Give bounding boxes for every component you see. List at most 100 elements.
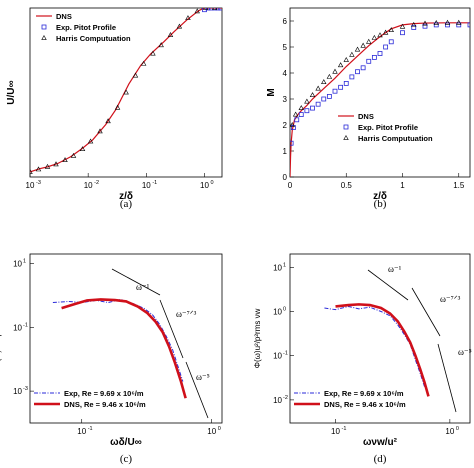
x-tick-label: 10: [142, 181, 151, 190]
data-point-triangle: [140, 60, 147, 66]
plot-area: [30, 8, 222, 174]
data-point-square: [315, 101, 321, 107]
data-point-triangle: [105, 118, 111, 124]
slope-annotation: ω⁻⁵: [196, 372, 210, 382]
data-point-triangle: [97, 128, 103, 134]
data-point-triangle: [354, 46, 361, 52]
plot-frame: [29, 7, 223, 178]
data-point-triangle: [70, 152, 77, 158]
legend-label: Exp. Pitot Profile: [358, 123, 418, 132]
data-point-triangle: [321, 79, 327, 84]
legend: Exp, Re = 9.69 x 10⁶/m DNS, Re = 9.46 x 1…: [34, 389, 146, 409]
legend: DNS Exp. Pitot Profile Harris Computuation: [36, 12, 131, 43]
x-axis-label: z/δ: [119, 191, 133, 202]
data-point-square: [366, 58, 372, 64]
data-point-triangle: [360, 42, 366, 48]
legend-swatch-triangle: [343, 134, 349, 140]
data-point-square: [383, 44, 389, 50]
y-tick-exponent: 1: [23, 259, 26, 265]
x-tick-label: 10: [84, 181, 93, 190]
slope-reference-line: [111, 268, 161, 296]
data-point-triangle: [123, 89, 129, 95]
data-point-square: [298, 112, 304, 117]
x-tick-exponent: -1: [88, 426, 93, 432]
data-point-triangle: [309, 92, 316, 97]
data-point-square: [290, 140, 294, 146]
y-tick-label: 2: [283, 121, 288, 130]
data-point-square: [294, 117, 300, 123]
x-tick-exponent: -2: [94, 180, 99, 186]
slope-annotation: ω⁻⁷ᐟ³: [176, 309, 197, 319]
chart-panel-3: 10 -1 10 010 -210 -110 010 1ωνw/u²Φ(ω)u²/p²rms …: [253, 253, 472, 465]
legend-label: DNS, Re = 9.46 x 10⁶/m: [64, 400, 146, 409]
x-tick-label: 0: [288, 181, 293, 190]
data-point-square: [218, 8, 222, 11]
y-tick-exponent: 0: [283, 306, 286, 312]
data-point-triangle: [444, 19, 451, 25]
legend-label: Exp, Re = 9.69 x 10⁶/m: [324, 389, 404, 398]
x-tick-label: 10: [331, 427, 340, 436]
data-point-triangle: [87, 138, 94, 144]
data-point-square: [215, 8, 221, 11]
x-tick-exponent: 0: [210, 180, 213, 186]
y-tick-label: 1: [283, 147, 288, 156]
y-tick-exponent: -1: [23, 322, 28, 328]
data-point-triangle: [337, 62, 344, 68]
data-point-triangle: [388, 27, 394, 32]
data-point-square: [360, 65, 366, 71]
data-point-triangle: [456, 19, 462, 25]
data-point-triangle: [411, 21, 417, 27]
panel-label: (b): [374, 198, 387, 210]
legend-label: Harris Computuation: [358, 134, 433, 143]
legend-label: Exp. Pitot Profile: [56, 23, 116, 32]
y-tick-label: 10: [13, 323, 22, 332]
data-point-triangle: [194, 8, 200, 14]
data-point-square: [208, 8, 214, 11]
y-tick-label: 4: [283, 69, 288, 78]
x-tick-label: 10: [200, 181, 209, 190]
x-tick-exponent: -1: [152, 180, 157, 186]
x-tick-label: 10: [207, 427, 216, 436]
data-point-square: [355, 69, 360, 75]
y-tick-label: 10: [273, 263, 282, 272]
data-point-triangle: [114, 104, 121, 110]
data-point-square: [326, 94, 332, 99]
data-point-square: [371, 55, 377, 60]
slope-annotation: ω⁻⁵: [458, 347, 472, 357]
y-tick-label: 10: [273, 352, 282, 361]
data-point-triangle: [433, 20, 439, 25]
data-point-triangle: [382, 29, 389, 35]
panel-label: (a): [120, 198, 133, 210]
data-point-triangle: [366, 38, 372, 44]
data-point-triangle: [44, 163, 51, 169]
x-tick-exponent: 0: [218, 426, 221, 432]
y-tick-label: 10: [13, 260, 22, 269]
x-tick-exponent: 0: [456, 426, 459, 432]
slope-reference-line: [411, 287, 441, 337]
data-point-square: [400, 30, 405, 36]
data-point-triangle: [298, 105, 304, 110]
data-point-square: [338, 84, 344, 90]
y-tick-label: 10: [13, 387, 22, 396]
x-tick-label: 10: [26, 181, 35, 190]
data-point-square: [205, 8, 211, 11]
legend: DNS Exp. Pitot Profile Harris Computuation: [338, 112, 433, 143]
x-tick-label: 10: [77, 427, 86, 436]
data-point-triangle: [185, 15, 191, 21]
plot-area: [290, 19, 470, 177]
data-point-triangle: [326, 73, 333, 79]
x-tick-label: 0.5: [341, 181, 353, 190]
x-tick-label: 10: [445, 427, 454, 436]
data-point-square: [456, 22, 462, 28]
data-point-square: [411, 25, 417, 30]
legend-swatch-square: [41, 24, 47, 30]
data-point-square: [332, 88, 338, 94]
data-point-square: [467, 22, 470, 28]
slope-annotation: ω⁻¹: [388, 264, 402, 274]
data-point-triangle: [53, 161, 59, 167]
plot-area: [52, 298, 187, 399]
data-point-square: [388, 39, 394, 45]
x-axis-label: ωνw/u²: [363, 437, 398, 448]
